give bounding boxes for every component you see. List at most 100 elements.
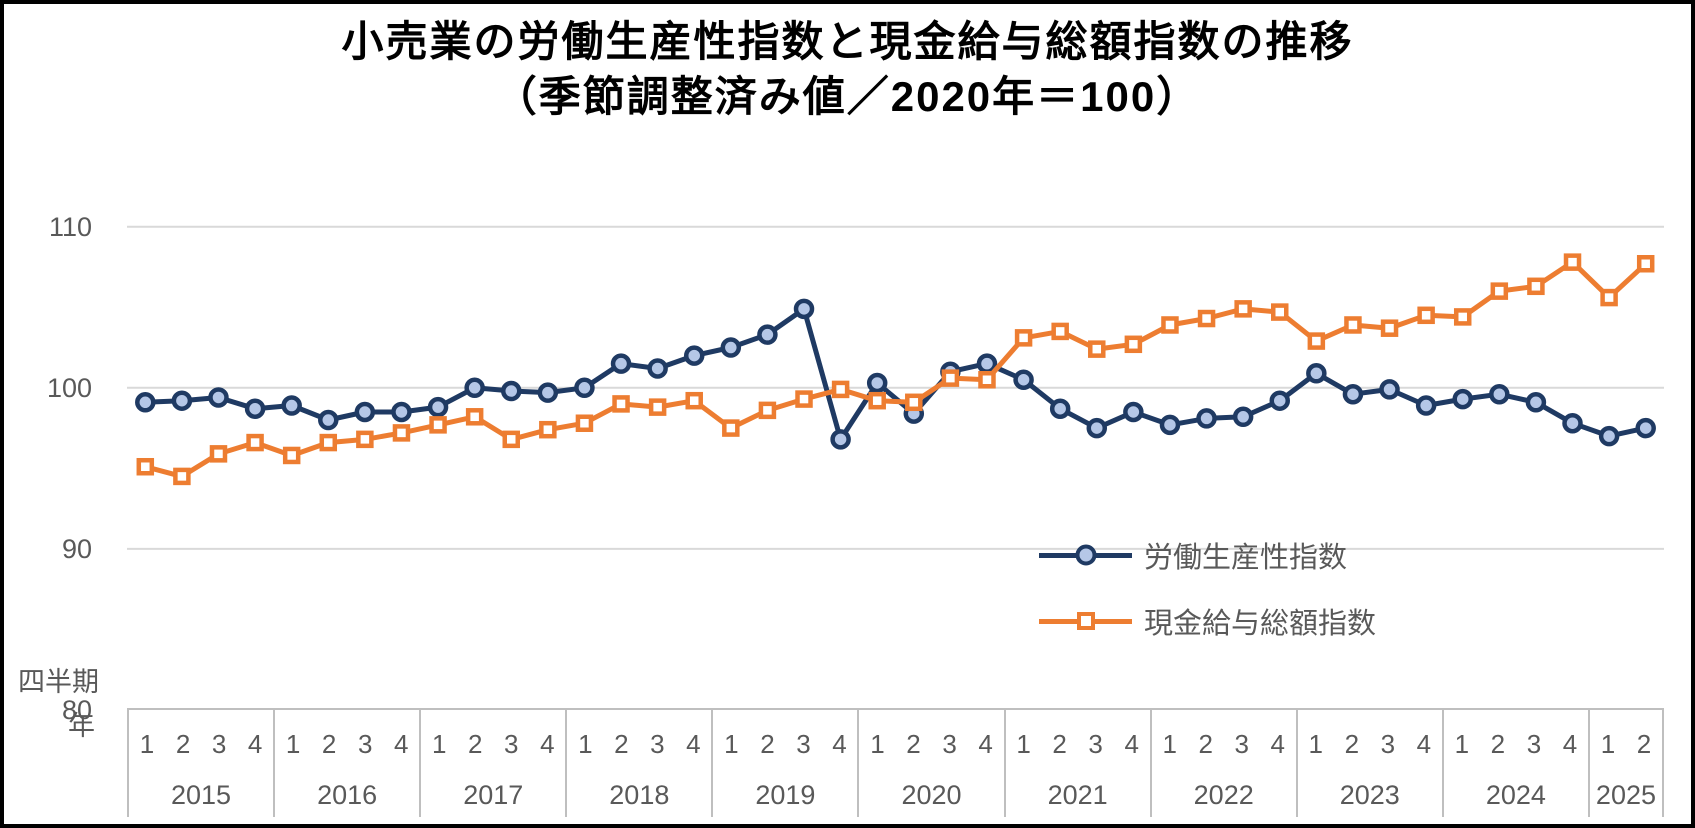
y-tick-label-100: 100 [46,372,92,403]
data-point-0-15 [683,345,705,366]
x-axis-year-cell-2018: 1 2 3 4 2018 [565,710,711,817]
x-axis-year-cell-2025: 1 2 2025 [1587,710,1664,817]
x-axis-year-cell-2023: 1 2 3 4 2023 [1295,710,1442,817]
data-point-0-30 [1232,406,1254,428]
legend-label-1: 現金給与総額指数 [1144,608,1377,640]
quarter-label: 1 [1162,728,1177,759]
data-point-1-28 [1161,316,1179,334]
data-point-0-9 [464,377,485,399]
year-label-2018: 2018 [609,780,670,810]
quarter-label: 4 [540,728,555,759]
year-label-2021: 2021 [1047,780,1108,810]
data-point-1-22 [941,369,960,387]
data-point-1-36 [1453,308,1472,326]
quarter-label: 4 [832,728,847,759]
quarter-label: 4 [686,728,701,759]
legend-marker-circle-icon [1075,544,1096,566]
data-point-1-39 [1563,253,1582,271]
data-point-0-40 [1598,425,1620,447]
data-point-0-20 [866,372,888,394]
data-point-1-9 [465,408,484,426]
data-point-0-3 [244,398,266,419]
quarter-label: 2 [175,728,191,759]
data-point-1-16 [722,419,740,437]
data-point-0-19 [830,429,851,450]
data-point-0-13 [610,353,632,374]
data-point-0-1 [171,390,193,411]
x-axis-year-cell-2024: 1 2 3 4 2024 [1441,710,1588,817]
data-point-0-8 [427,396,449,418]
y-tick-label-80: 80 [61,695,92,725]
x-axis-title-quarter: 四半期 [18,667,99,697]
year-label-2025: 2025 [1595,780,1656,810]
data-point-0-11 [537,382,559,403]
data-point-1-14 [648,398,667,416]
quarter-label: 2 [468,728,483,759]
data-point-0-32 [1306,363,1327,384]
x-axis-year-cell-2015: 1 2 3 4 2015 [127,710,273,817]
data-point-1-6 [356,430,374,449]
legend-item-0: 労働生産性指数 [1039,531,1376,579]
quarter-label: 1 [1016,728,1031,759]
quarter-label: 3 [1234,728,1249,759]
quarter-label: 4 [1124,728,1139,759]
x-axis-year-cell-2020: 1 2 3 4 2020 [857,710,1003,817]
legend-marker-square-icon [1076,612,1095,630]
quarter-label: 4 [393,728,409,759]
data-point-1-19 [831,380,850,399]
data-point-1-4 [282,446,301,465]
quarter-label: 3 [504,728,519,759]
quarter-label: 2 [1636,728,1652,759]
quarter-label: 4 [1562,728,1578,759]
quarter-label: 1 [578,728,593,759]
data-point-1-32 [1307,332,1326,350]
data-point-1-13 [612,395,630,413]
quarter-label: 3 [357,728,373,759]
data-point-1-24 [1014,329,1033,347]
year-label-2024: 2024 [1485,780,1546,810]
data-point-0-18 [793,298,815,320]
quarter-label: 3 [796,728,811,759]
year-label-2019: 2019 [755,780,816,810]
data-point-1-40 [1600,288,1618,307]
data-point-1-38 [1527,277,1545,296]
quarter-label: 3 [650,728,665,759]
data-point-1-37 [1490,282,1509,300]
chart-title-line1: 小売業の労働生産性指数と現金給与総額指数の推移 [341,18,1354,65]
legend-sample-circle [1039,541,1132,569]
quarter-label: 2 [1490,728,1506,759]
x-axis-title-year: 年 [68,711,95,741]
quarter-label: 1 [1454,728,1470,759]
quarter-label: 4 [247,728,263,759]
quarter-label: 3 [1526,728,1542,759]
data-point-0-24 [1013,369,1034,390]
data-point-0-27 [1123,401,1144,423]
year-label-2020: 2020 [901,780,962,810]
x-axis-year-cell-2016: 1 2 3 4 2016 [273,710,419,817]
data-point-1-15 [685,391,703,410]
quarter-label: 1 [1308,728,1323,759]
chart-title-line2: （季節調整済み値／2020年＝100） [494,73,1201,120]
data-point-0-39 [1562,412,1583,434]
quarter-label: 1 [1600,728,1616,759]
data-point-1-27 [1124,335,1143,354]
data-point-1-21 [905,393,923,412]
data-point-0-23 [976,353,998,374]
data-point-0-6 [354,401,376,423]
data-point-0-35 [1415,395,1437,416]
data-point-0-14 [647,358,668,379]
data-point-0-26 [1086,417,1108,439]
data-point-1-7 [392,424,411,442]
data-point-1-35 [1417,306,1435,325]
x-axis-year-cell-2022: 1 2 3 4 2022 [1149,710,1296,817]
data-point-0-12 [574,377,595,399]
quarter-label: 2 [1344,728,1360,759]
data-point-0-31 [1269,390,1290,411]
plot-area [127,225,1664,550]
data-point-0-0 [135,392,156,413]
year-label-2017: 2017 [463,780,524,810]
data-point-1-33 [1344,316,1362,334]
data-point-1-31 [1271,303,1289,321]
